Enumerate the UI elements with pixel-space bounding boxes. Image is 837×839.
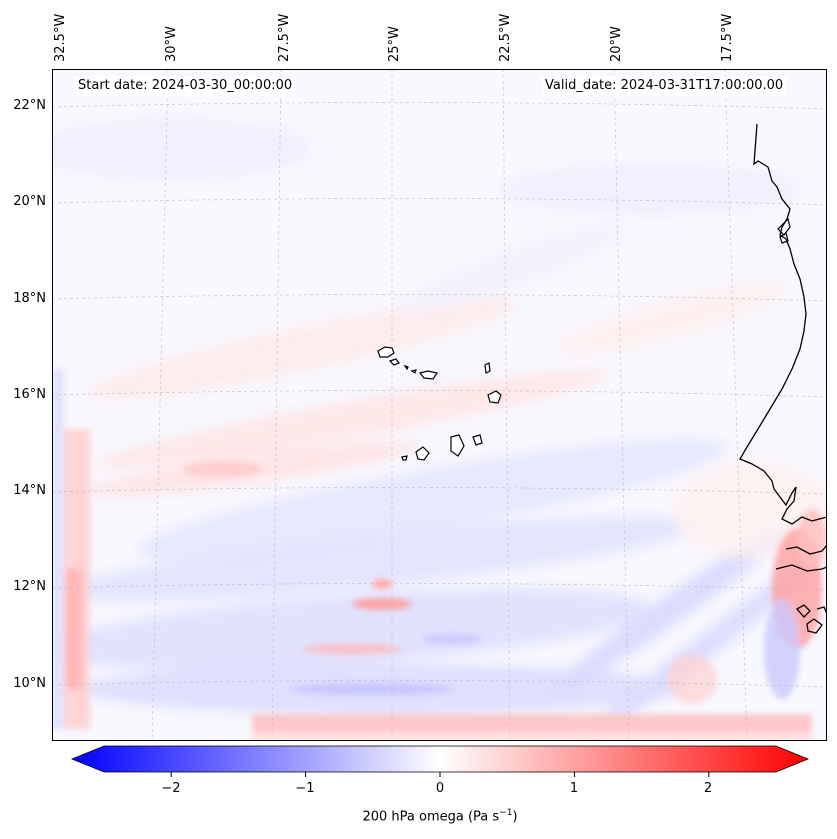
lat-label: 22°N <box>13 98 46 113</box>
lat-label: 10°N <box>13 676 46 691</box>
coastline-islands <box>777 217 791 244</box>
omega-field <box>52 119 827 736</box>
map-panel <box>52 69 827 741</box>
colorbar-title: 200 hPa omega (Pa s−1) <box>362 808 517 824</box>
lon-label: 27.5°W <box>277 13 292 62</box>
colorbar-tick-label: −1 <box>295 781 315 796</box>
lat-label: 18°N <box>13 291 46 306</box>
valid-date-label: Valid_date: 2024-03-31T17:00:00.00 <box>541 76 788 96</box>
colorbar <box>70 745 810 777</box>
colorbar-tick-label: 0 <box>435 781 445 796</box>
lat-label: 16°N <box>13 387 46 402</box>
lon-label: 30°W <box>164 26 179 62</box>
colorbar-ticks <box>170 772 710 777</box>
colorbar-title-end: ) <box>512 809 518 825</box>
colorbar-title-exponent: −1 <box>499 808 513 818</box>
colorbar-tick-label: 1 <box>569 781 579 796</box>
colorbar-title-main: 200 hPa omega (Pa s <box>362 809 500 825</box>
cape-verde-islands <box>377 346 502 461</box>
lon-label: 17.5°W <box>720 13 735 62</box>
lat-label: 12°N <box>13 579 46 594</box>
omega-features <box>52 369 827 741</box>
map-frame <box>52 69 827 741</box>
colorbar-body <box>70 745 810 773</box>
lat-label: 20°N <box>13 194 46 209</box>
lat-label: 14°N <box>13 483 46 498</box>
lon-label: 22.5°W <box>498 13 513 62</box>
lon-label: 32.5°W <box>53 13 68 62</box>
colorbar-tick-label: −2 <box>161 781 181 796</box>
lon-label: 20°W <box>609 26 624 62</box>
gridlines <box>52 69 827 741</box>
lon-label: 25°W <box>387 26 402 62</box>
coastline <box>739 123 827 634</box>
colorbar-tick-label: 2 <box>703 781 713 796</box>
start-date-label: Start date: 2024-03-30_00:00:00 <box>74 76 297 96</box>
